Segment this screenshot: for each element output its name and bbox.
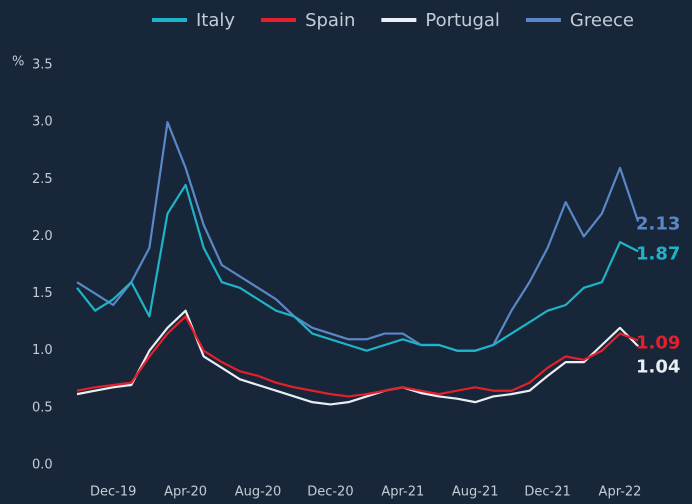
series-line bbox=[76, 121, 640, 352]
legend-label: Italy bbox=[196, 10, 235, 31]
y-tick-label: 3.5 bbox=[32, 58, 53, 73]
x-tick-label: Dec-21 bbox=[524, 485, 570, 500]
series-line bbox=[76, 183, 639, 352]
y-tick-label: 0.0 bbox=[32, 458, 53, 473]
legend-label: Spain bbox=[305, 10, 355, 31]
x-tick-label: Apr-21 bbox=[381, 485, 424, 500]
legend-label: Portugal bbox=[425, 10, 500, 31]
legend-label: Greece bbox=[570, 10, 634, 31]
end-label: 1.04 bbox=[636, 356, 680, 377]
y-tick-label: 2.5 bbox=[32, 172, 53, 187]
x-tick-label: Apr-20 bbox=[164, 485, 207, 500]
x-tick-label: Apr-22 bbox=[599, 485, 642, 500]
x-tick-label: Aug-20 bbox=[235, 485, 282, 500]
y-tick-label: 0.5 bbox=[32, 400, 53, 415]
series-line bbox=[76, 309, 639, 406]
x-tick-label: Dec-19 bbox=[90, 485, 136, 500]
x-tick-label: Dec-20 bbox=[307, 485, 353, 500]
x-tick-label: Aug-21 bbox=[452, 485, 499, 500]
end-label: 1.09 bbox=[636, 332, 680, 353]
end-label: 1.87 bbox=[636, 243, 680, 264]
series-line bbox=[76, 315, 639, 398]
y-tick-label: 1.5 bbox=[32, 286, 53, 301]
y-unit: % bbox=[12, 55, 24, 70]
y-tick-label: 3.0 bbox=[32, 115, 53, 130]
y-tick-label: 1.0 bbox=[32, 343, 53, 358]
end-label: 2.13 bbox=[636, 214, 680, 235]
y-tick-label: 2.0 bbox=[32, 229, 53, 244]
